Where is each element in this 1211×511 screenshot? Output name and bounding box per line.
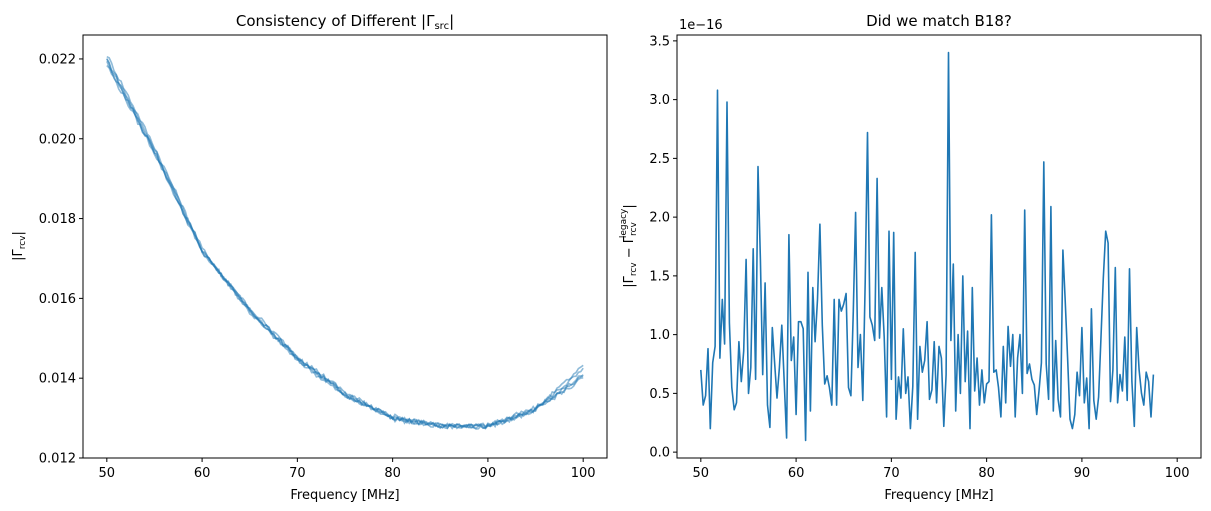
chart-right-y-tick-label: 3.0 (649, 93, 670, 108)
chart-left-series-line (106, 65, 584, 430)
chart-right-series-line (700, 51, 1155, 442)
chart-right-x-tick-label: 50 (693, 466, 710, 481)
chart-left-series-group (106, 55, 584, 430)
chart-left-x-tick-label: 90 (480, 466, 497, 481)
chart-left-x-axis-label: Frequency [MHz] (290, 488, 399, 503)
chart-right-y-tick-label: 1.5 (649, 269, 670, 284)
chart-right-y-tick-label: 3.5 (649, 34, 670, 49)
chart-right-x-tick-label: 70 (883, 466, 900, 481)
chart-left-x-tick-label: 80 (384, 466, 401, 481)
chart-left-y-tick-label: 0.016 (39, 292, 76, 307)
chart-right-y-tick-label: 2.0 (649, 211, 670, 226)
chart-right-x-tick-label: 60 (788, 466, 805, 481)
chart-right: Did we match B18? 1e−16 50 60 70 80 90 100 0.… (619, 12, 1202, 503)
chart-right-y-ticks: 0.0 0.5 1.0 1.5 2.0 2.5 3.0 3.5 (649, 34, 677, 461)
chart-left-y-tick-label: 0.018 (39, 212, 76, 227)
chart-left-y-tick-label: 0.020 (39, 132, 76, 147)
chart-left-x-tick-label: 70 (289, 466, 306, 481)
chart-right-title: Did we match B18? (866, 12, 1012, 30)
chart-right-series-group (700, 51, 1155, 442)
chart-left-series-line (106, 55, 584, 429)
chart-left-title: Consistency of Different |Γsrc| (236, 12, 454, 32)
chart-left-series-line (106, 58, 584, 429)
chart-right-y-tick-label: 0.5 (649, 387, 670, 402)
chart-right-frame (676, 34, 1202, 459)
chart-left-x-tick-label: 100 (571, 466, 596, 481)
chart-left-frame (82, 34, 608, 459)
chart-left-y-tick-label: 0.012 (39, 452, 76, 467)
chart-left-y-ticks: 0.012 0.014 0.016 0.018 0.020 0.022 (39, 52, 83, 467)
chart-right-x-ticks: 50 60 70 80 90 100 (693, 458, 1190, 481)
chart-left-x-tick-label: 50 (99, 466, 116, 481)
chart-right-y-tick-label: 2.5 (649, 152, 670, 167)
chart-right-x-axis-label: Frequency [MHz] (884, 488, 993, 503)
chart-right-y-tick-label: 0.0 (649, 446, 670, 461)
chart-left-series-line (106, 58, 584, 430)
chart-right-x-tick-label: 100 (1165, 466, 1190, 481)
chart-left-x-ticks: 50 60 70 80 90 100 (99, 458, 596, 481)
chart-right-y-axis-label: |Γrcv − Γrcvlegacy| (619, 204, 639, 288)
chart-right-y-offset-text: 1e−16 (679, 18, 723, 33)
chart-right-x-tick-label: 90 (1074, 466, 1091, 481)
chart-right-x-tick-label: 80 (978, 466, 995, 481)
chart-right-y-tick-label: 1.0 (649, 328, 670, 343)
chart-left-x-tick-label: 60 (194, 466, 211, 481)
chart-left-series-line (106, 60, 584, 430)
chart-left-y-axis-label: |Γrcv| (11, 231, 28, 261)
chart-left: Consistency of Different |Γsrc| 50 60 70 80… (11, 12, 608, 503)
chart-left-y-tick-label: 0.014 (39, 372, 76, 387)
chart-left-y-tick-label: 0.022 (39, 52, 76, 67)
